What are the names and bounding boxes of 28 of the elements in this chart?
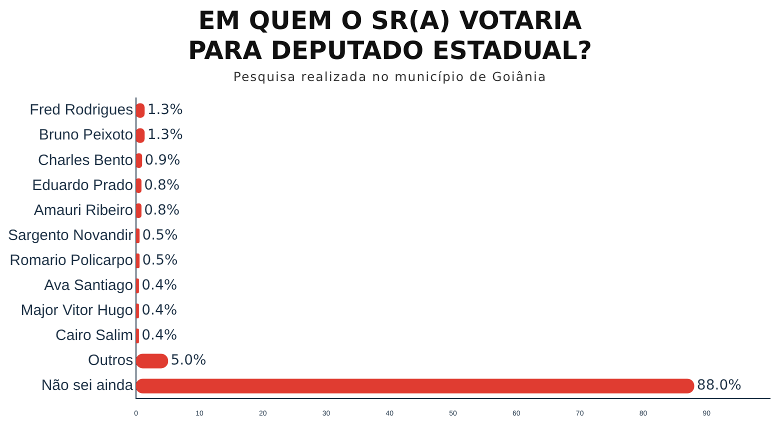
y-tick-label: Cairo Salim xyxy=(56,327,134,344)
y-tick-label: Charles Bento xyxy=(38,152,134,169)
y-tick-label: Eduardo Prado xyxy=(32,176,134,194)
chart-subtitle: Pesquisa realizada no município de Goiânia xyxy=(232,69,548,84)
data-label: 0.5% xyxy=(142,252,178,268)
data-label: 0.5% xyxy=(142,227,178,244)
bar xyxy=(136,378,694,394)
data-label: 0.4% xyxy=(142,328,178,344)
data-label: 0.4% xyxy=(142,302,178,319)
data-label: 5.0% xyxy=(170,352,206,369)
data-label: 1.3% xyxy=(147,102,183,118)
y-tick-label: Não sei ainda xyxy=(41,377,134,394)
y-tick-label: Fred Rodrigues xyxy=(30,102,134,119)
data-label: 88.0% xyxy=(696,378,742,394)
y-tick-label: Ava Santiago xyxy=(44,277,134,294)
y-tick-label: Amauri Ribeiro xyxy=(34,202,134,219)
y-tick-label: Major Vitor Hugo xyxy=(20,302,134,320)
chart-title: EM QUEM O SR(A) VOTARIA PARA DEPUTADO ESTADUAL? xyxy=(187,6,593,66)
data-label: 0.4% xyxy=(142,278,178,294)
data-label: 0.9% xyxy=(144,152,180,168)
y-tick-label: Outros xyxy=(88,352,134,370)
y-tick-label: Sargento Novandir xyxy=(8,226,134,244)
data-label: 0.8% xyxy=(144,202,180,218)
data-label: 0.8% xyxy=(144,177,180,194)
y-tick-label: Romario Policarpo xyxy=(10,252,134,269)
data-label: 1.3% xyxy=(147,127,183,144)
bar xyxy=(136,328,139,344)
y-tick-label: Bruno Peixoto xyxy=(38,126,134,144)
